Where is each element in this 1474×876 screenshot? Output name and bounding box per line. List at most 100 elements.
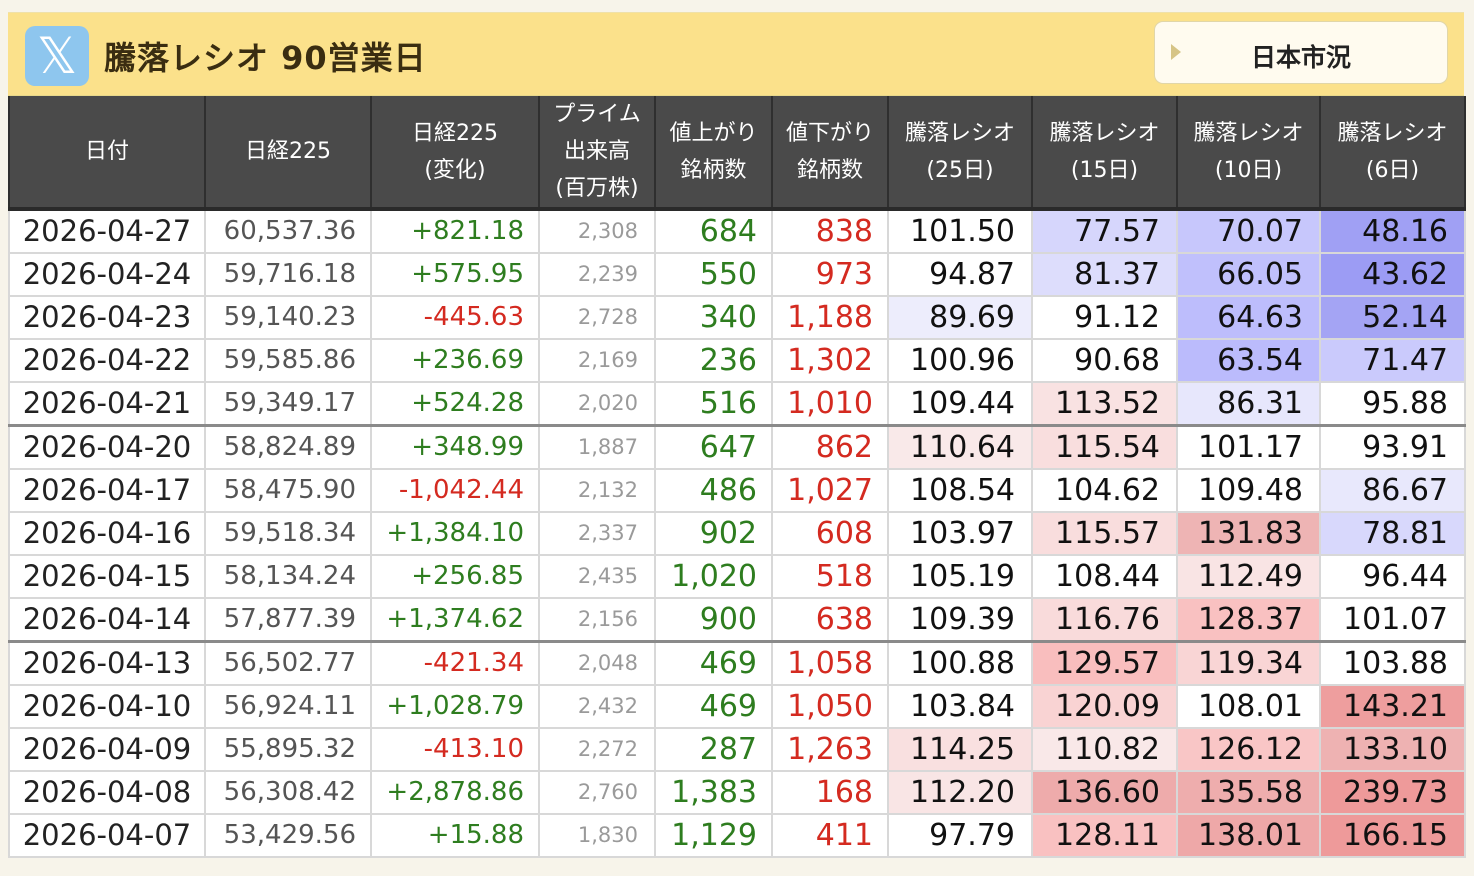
table-row: 2026-04-24 59,716.18 +575.95 2,239 550 973 94.… <box>8 252 1466 297</box>
ratio-15-cell: 91.12 <box>1031 295 1178 340</box>
decliners-cell: 1,058 <box>771 640 889 686</box>
advancers-cell: 1,129 <box>654 813 773 858</box>
triangle-right-icon <box>1171 44 1181 60</box>
nikkei-cell: 56,502.77 <box>204 640 372 686</box>
advancers-cell: 1,383 <box>654 770 773 815</box>
col-header-ratio-10[interactable]: 騰落レシオ (10日) <box>1176 96 1321 211</box>
decliners-cell: 973 <box>771 252 889 297</box>
ratio-10-cell: 66.05 <box>1176 252 1321 297</box>
nikkei-cell: 59,349.17 <box>204 381 372 427</box>
ratio-25-cell: 109.44 <box>887 381 1033 427</box>
date-cell: 2026-04-07 <box>8 813 206 858</box>
advancers-cell: 902 <box>654 511 773 556</box>
advancers-cell: 516 <box>654 381 773 427</box>
table-row: 2026-04-27 60,537.36 +821.18 2,308 684 838 101… <box>8 208 1466 254</box>
ratio-15-cell: 115.54 <box>1031 424 1178 470</box>
decliners-cell: 1,010 <box>771 381 889 427</box>
ratio-15-cell: 110.82 <box>1031 727 1178 772</box>
date-cell: 2026-04-13 <box>8 640 206 686</box>
col-header-nikkei[interactable]: 日経225 <box>204 96 372 211</box>
ratio-10-cell: 131.83 <box>1176 511 1321 556</box>
ratio-10-cell: 109.48 <box>1176 468 1321 513</box>
table-row: 2026-04-09 55,895.32 -413.10 2,272 287 1,263 1… <box>8 727 1466 772</box>
decliners-cell: 608 <box>771 511 889 556</box>
change-cell: +1,384.10 <box>370 511 540 556</box>
table-row: 2026-04-13 56,502.77 -421.34 2,048 469 1,058 1… <box>8 640 1466 686</box>
advancers-cell: 900 <box>654 597 773 643</box>
date-cell: 2026-04-21 <box>8 381 206 427</box>
ratio-15-cell: 108.44 <box>1031 554 1178 599</box>
col-header-ratio-6[interactable]: 騰落レシオ (6日) <box>1319 96 1466 211</box>
col-header-advancers[interactable]: 値上がり 銘柄数 <box>654 96 773 211</box>
ratio-15-cell: 81.37 <box>1031 252 1178 297</box>
advancers-cell: 486 <box>654 468 773 513</box>
ratio-10-cell: 101.17 <box>1176 424 1321 470</box>
ratio-25-cell: 109.39 <box>887 597 1033 643</box>
col-header-date[interactable]: 日付 <box>8 96 206 211</box>
nikkei-cell: 57,877.39 <box>204 597 372 643</box>
col-header-volume[interactable]: プライム 出来高 (百万株) <box>538 96 656 211</box>
volume-cell: 2,239 <box>538 252 656 297</box>
volume-cell: 2,272 <box>538 727 656 772</box>
volume-cell: 2,760 <box>538 770 656 815</box>
ratio-6-cell: 71.47 <box>1319 338 1466 383</box>
ratio-10-cell: 138.01 <box>1176 813 1321 858</box>
date-cell: 2026-04-27 <box>8 208 206 254</box>
ratio-6-cell: 143.21 <box>1319 684 1466 729</box>
ratio-10-cell: 112.49 <box>1176 554 1321 599</box>
volume-cell: 2,156 <box>538 597 656 643</box>
change-cell: +236.69 <box>370 338 540 383</box>
date-cell: 2026-04-17 <box>8 468 206 513</box>
nikkei-cell: 58,824.89 <box>204 424 372 470</box>
decliners-cell: 411 <box>771 813 889 858</box>
ratio-10-cell: 70.07 <box>1176 208 1321 254</box>
ratio-6-cell: 78.81 <box>1319 511 1466 556</box>
change-cell: +2,878.86 <box>370 770 540 815</box>
advancers-cell: 469 <box>654 684 773 729</box>
ratio-6-cell: 239.73 <box>1319 770 1466 815</box>
ratio-10-cell: 119.34 <box>1176 640 1321 686</box>
change-cell: -421.34 <box>370 640 540 686</box>
nikkei-cell: 60,537.36 <box>204 208 372 254</box>
change-cell: +1,028.79 <box>370 684 540 729</box>
ratio-15-cell: 116.76 <box>1031 597 1178 643</box>
ratio-15-cell: 128.11 <box>1031 813 1178 858</box>
ratio-25-cell: 103.84 <box>887 684 1033 729</box>
date-cell: 2026-04-23 <box>8 295 206 340</box>
change-cell: -445.63 <box>370 295 540 340</box>
ratio-6-cell: 96.44 <box>1319 554 1466 599</box>
nikkei-cell: 53,429.56 <box>204 813 372 858</box>
col-header-ratio-25[interactable]: 騰落レシオ (25日) <box>887 96 1033 211</box>
table-row: 2026-04-23 59,140.23 -445.63 2,728 340 1,188 8… <box>8 295 1466 340</box>
decliners-cell: 1,302 <box>771 338 889 383</box>
change-cell: +524.28 <box>370 381 540 427</box>
date-cell: 2026-04-10 <box>8 684 206 729</box>
date-cell: 2026-04-20 <box>8 424 206 470</box>
nikkei-cell: 58,475.90 <box>204 468 372 513</box>
nikkei-cell: 58,134.24 <box>204 554 372 599</box>
decliners-cell: 1,027 <box>771 468 889 513</box>
change-cell: +1,374.62 <box>370 597 540 643</box>
volume-cell: 2,308 <box>538 208 656 254</box>
col-header-decliners[interactable]: 値下がり 銘柄数 <box>771 96 889 211</box>
volume-cell: 2,048 <box>538 640 656 686</box>
ratio-25-cell: 105.19 <box>887 554 1033 599</box>
ratio-15-cell: 129.57 <box>1031 640 1178 686</box>
x-logo-icon[interactable]: 𝕏 <box>25 26 89 86</box>
ratio-15-cell: 120.09 <box>1031 684 1178 729</box>
nikkei-cell: 56,924.11 <box>204 684 372 729</box>
ratio-25-cell: 110.64 <box>887 424 1033 470</box>
decliners-cell: 1,263 <box>771 727 889 772</box>
ratio-6-cell: 101.07 <box>1319 597 1466 643</box>
ratio-25-cell: 94.87 <box>887 252 1033 297</box>
date-cell: 2026-04-09 <box>8 727 206 772</box>
col-header-change[interactable]: 日経225 (変化) <box>370 96 540 211</box>
table-row: 2026-04-16 59,518.34 +1,384.10 2,337 902 608 1… <box>8 511 1466 556</box>
table-row: 2026-04-08 56,308.42 +2,878.86 2,760 1,383 16… <box>8 770 1466 815</box>
market-overview-button[interactable]: 日本市況 <box>1154 21 1448 84</box>
col-header-ratio-15[interactable]: 騰落レシオ (15日) <box>1031 96 1178 211</box>
advancers-cell: 236 <box>654 338 773 383</box>
ratio-table: 日付 日経225 日経225 (変化) プライム 出来高 (百万株) 値上がり … <box>8 96 1466 858</box>
table-row: 2026-04-07 53,429.56 +15.88 1,830 1,129 411 97… <box>8 813 1466 858</box>
table-header-row: 日付 日経225 日経225 (変化) プライム 出来高 (百万株) 値上がり … <box>8 96 1466 211</box>
